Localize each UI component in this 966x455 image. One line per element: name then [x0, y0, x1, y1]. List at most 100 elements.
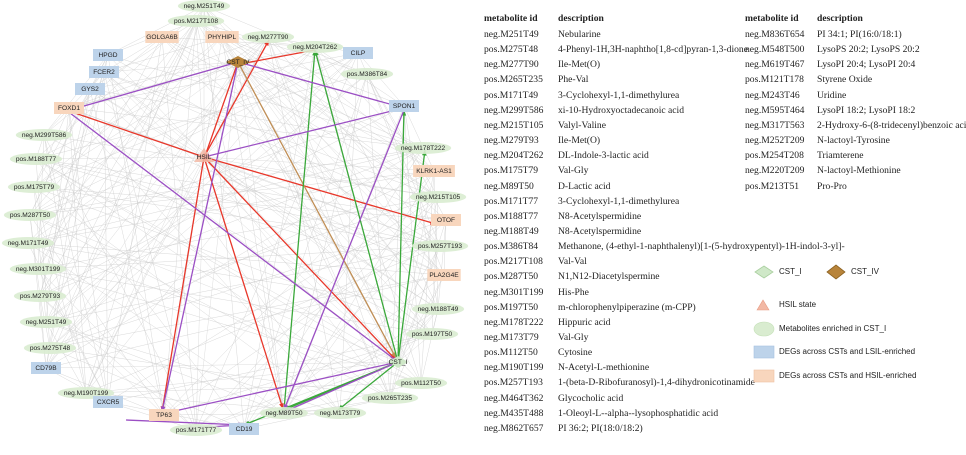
lsil-gene-node [75, 83, 105, 95]
purple-edge [125, 419, 245, 426]
table1-description: 4-Phenyl-1H,3H-naphtho[1,8-cd]pyran-1,3-… [558, 44, 748, 56]
metabolite-node [15, 129, 73, 141]
mesh-edge [35, 158, 245, 430]
lsil-gene-node [93, 396, 123, 408]
cst-i-hub [388, 356, 408, 368]
cst-i-label: CST_I [389, 359, 408, 366]
table1-description: Phe-Val [558, 74, 589, 86]
table2-metabolite-id: neg.M619T467 [745, 59, 805, 71]
metabolite-node [411, 240, 469, 252]
metabolite-node [23, 342, 77, 354]
green-edge [314, 49, 399, 363]
purple-edge [237, 61, 405, 109]
legend-metabolites-label: Metabolites enriched in CST_I [779, 324, 887, 333]
brown-edge-head [391, 352, 396, 358]
mesh-edge [163, 219, 447, 416]
mesh-edge [420, 308, 439, 384]
table2-metabolite-id: neg.M243T46 [745, 89, 800, 101]
lsil-degs-legend-icon [753, 345, 775, 359]
table1-description: 1-Oleoyl-L--alpha--lysophosphatidic acid [558, 407, 719, 419]
table2-description: Uridine [817, 89, 847, 101]
mesh-edge [314, 46, 422, 384]
mesh-edge [29, 20, 197, 216]
node-label: KLRK1-AS1 [416, 168, 452, 175]
node-label: pos.M386T84 [347, 71, 388, 78]
mesh-edge [203, 156, 391, 399]
metabolite-node [411, 303, 465, 315]
table1-description: Ile-Met(O) [558, 135, 601, 147]
node-label: pos.M217T108 [174, 18, 218, 25]
table1-metabolite-id: pos.M287T50 [484, 271, 539, 283]
mesh-edge [37, 268, 433, 335]
mesh-edge [85, 382, 422, 394]
metabolite-table-2: metabolite id description neg.M836T654 PI… [735, 0, 966, 200]
node-label: CD19 [236, 426, 253, 433]
metabolite-node [169, 424, 223, 436]
purple-edge [69, 61, 239, 111]
node-label: pos.M257T193 [418, 243, 462, 250]
table1-metabolite-id: pos.M171T49 [484, 89, 539, 101]
mesh-edge [45, 274, 445, 369]
node-label: neg.M178T222 [401, 145, 446, 152]
metabolite-legend-icon [753, 321, 775, 337]
hsil-gene-node [413, 165, 455, 177]
table1-metabolite-id: neg.M173T79 [484, 332, 539, 343]
legend-degs-lsil-label: DEGs across CSTs and LSIL-enriched [779, 347, 916, 356]
hsil-hub [194, 148, 214, 162]
table2-description: LysoPI 20:4; LysoPI 20:4 [817, 59, 916, 71]
mesh-edge [45, 361, 399, 369]
table1-description: Methanone, (4-ethyl-1-naphthalenyl)[1-(5… [558, 241, 845, 253]
mesh-edge [27, 105, 405, 244]
hsil-gene-node [431, 214, 461, 226]
table1-description: Nebularine [558, 29, 601, 40]
mesh-edge [195, 156, 205, 431]
table1-description: Glycocholic acid [558, 392, 624, 404]
metabolite-node [9, 153, 63, 165]
mesh-edge [33, 107, 70, 188]
table1-description: m-chlorophenylpiperazine (m-CPP) [558, 301, 696, 313]
node-label: CXCR5 [97, 399, 120, 406]
red-edge [203, 39, 270, 158]
mesh-edge [68, 107, 87, 394]
lsil-gene-node [389, 100, 419, 112]
mesh-edge [37, 196, 439, 270]
mesh-edge [39, 36, 269, 297]
mesh-edge [35, 156, 205, 160]
mesh-edge [45, 321, 285, 414]
mesh-edge [267, 36, 341, 414]
mesh-edge [89, 88, 424, 149]
green-edge [283, 49, 316, 411]
table2-metabolite-id: neg.M317T563 [745, 119, 805, 131]
hsil-degs-legend-icon [753, 369, 775, 383]
mesh-edge [33, 186, 433, 335]
mesh-edge [35, 61, 239, 160]
legend-symbols [753, 264, 846, 383]
table1-metabolite-id: neg.M190T199 [484, 362, 544, 374]
mesh-edge [35, 158, 399, 363]
table1-metabolite-id: neg.M251T49 [484, 29, 539, 40]
mesh-edge [85, 5, 205, 394]
mesh-edge [267, 36, 391, 399]
table1-description: Ile-Met(O) [558, 59, 601, 71]
mesh-edge [237, 61, 445, 276]
mesh-edge [203, 156, 445, 276]
node-label: neg.M173T79 [320, 410, 361, 417]
mesh-edge [107, 36, 163, 403]
table1-metabolite-id: neg.M89T50 [484, 180, 534, 192]
mesh-edge [27, 170, 435, 244]
metabolite-node [394, 377, 448, 389]
table2-metabolite-id: neg.M252T209 [745, 135, 805, 147]
mesh-edge [161, 36, 445, 276]
mesh-edge [195, 52, 359, 431]
mesh-edge [203, 156, 439, 198]
node-label: neg.M188T49 [418, 306, 459, 313]
green-edge [337, 361, 399, 411]
mesh-edge [45, 73, 368, 323]
table1-metabolite-id: pos.M175T79 [484, 165, 539, 177]
table2-description: N-lactoyl-Tyrosine [817, 135, 890, 147]
table1-description: Hippuric acid [558, 316, 611, 328]
mesh-edge [195, 20, 439, 198]
mesh-edge [103, 71, 197, 431]
node-label: pos.M175T79 [14, 184, 55, 191]
network-diagram: pos.M217T108 PHYHIPL neg.M277T90 GOLGA6B neg… [1, 0, 469, 436]
